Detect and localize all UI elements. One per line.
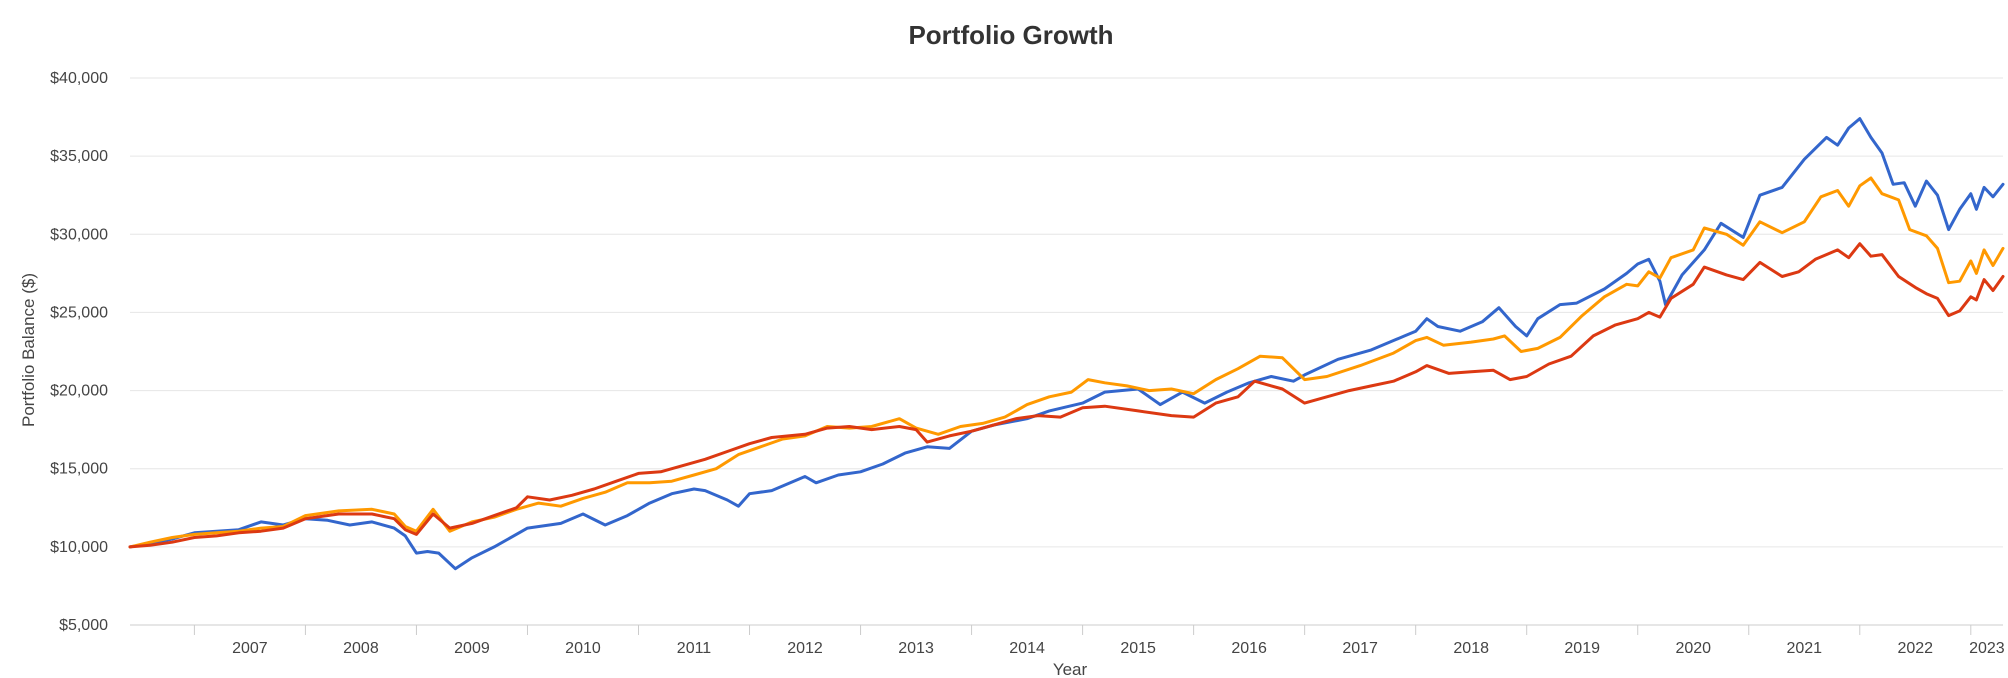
y-tick-label: $5,000 bbox=[59, 617, 108, 634]
y-tick-label: $25,000 bbox=[50, 304, 108, 321]
x-tick-label: 2008 bbox=[343, 640, 379, 657]
axes bbox=[130, 624, 2003, 635]
series-line-1 bbox=[128, 117, 2005, 571]
x-tick-label: 2023 bbox=[1969, 640, 2005, 657]
tick-labels: $5,000 $10,000 $15,000 $20,000 $25,000 $30,00… bbox=[50, 70, 2005, 657]
x-tick-label: 2017 bbox=[1342, 640, 1378, 657]
y-tick-label: $15,000 bbox=[50, 461, 108, 478]
x-tick-label: 2022 bbox=[1897, 640, 1933, 657]
x-tick-label: 2009 bbox=[454, 640, 490, 657]
y-tick-label: $30,000 bbox=[50, 226, 108, 243]
x-tick-label: 2010 bbox=[565, 640, 601, 657]
y-axis-title: Portfolio Balance ($) bbox=[19, 273, 38, 427]
x-axis-title: Year bbox=[1053, 660, 1088, 678]
x-tick-label: 2012 bbox=[787, 640, 823, 657]
series-line-2 bbox=[128, 176, 2005, 549]
y-tick-label: $20,000 bbox=[50, 383, 108, 400]
chart-title: Portfolio Growth bbox=[908, 20, 1113, 50]
y-tick-label: $10,000 bbox=[50, 539, 108, 556]
x-tick-label: 2014 bbox=[1009, 640, 1045, 657]
x-tick-label: 2013 bbox=[898, 640, 934, 657]
x-tick-label: 2018 bbox=[1453, 640, 1489, 657]
y-tick-label: $40,000 bbox=[50, 70, 108, 87]
x-tick-label: 2020 bbox=[1675, 640, 1711, 657]
x-tick-label: 2019 bbox=[1564, 640, 1600, 657]
x-tick-label: 2011 bbox=[677, 640, 712, 657]
x-tick-label: 2015 bbox=[1120, 640, 1156, 657]
gridlines bbox=[130, 77, 2003, 548]
y-tick-label: $35,000 bbox=[50, 148, 108, 165]
series-lines bbox=[128, 117, 2005, 571]
x-tick-label: 2016 bbox=[1231, 640, 1267, 657]
series-line-3 bbox=[128, 242, 2005, 549]
x-tick-label: 2021 bbox=[1786, 640, 1822, 657]
x-tick-label: 2007 bbox=[232, 640, 268, 657]
